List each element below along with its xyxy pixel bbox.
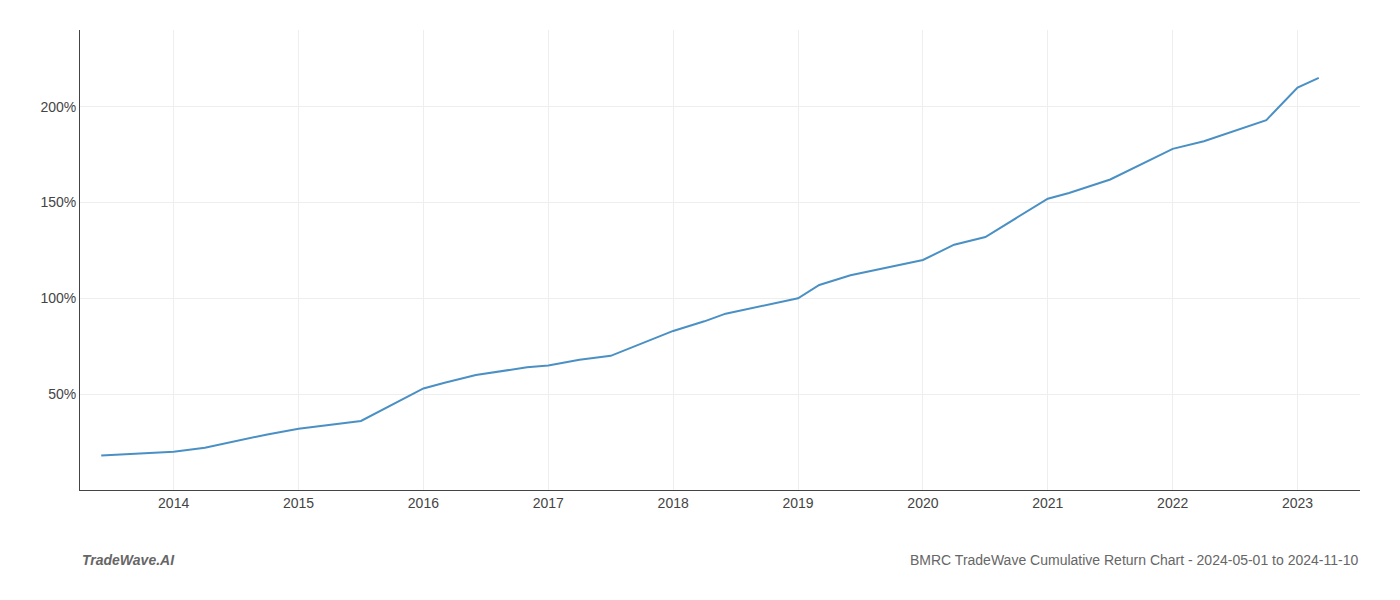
svg-text:2023: 2023 bbox=[1282, 495, 1313, 511]
svg-text:50%: 50% bbox=[48, 386, 76, 402]
svg-text:2018: 2018 bbox=[658, 495, 689, 511]
svg-text:2020: 2020 bbox=[907, 495, 938, 511]
svg-text:2017: 2017 bbox=[533, 495, 564, 511]
svg-text:2022: 2022 bbox=[1157, 495, 1188, 511]
svg-text:2019: 2019 bbox=[782, 495, 813, 511]
svg-text:BMRC TradeWave Cumulative Retu: BMRC TradeWave Cumulative Return Chart -… bbox=[910, 552, 1358, 568]
svg-text:2016: 2016 bbox=[408, 495, 439, 511]
svg-text:2014: 2014 bbox=[158, 495, 189, 511]
svg-text:150%: 150% bbox=[40, 194, 76, 210]
svg-text:2021: 2021 bbox=[1032, 495, 1063, 511]
svg-text:200%: 200% bbox=[40, 99, 76, 115]
svg-text:TradeWave.AI: TradeWave.AI bbox=[82, 552, 175, 568]
svg-text:100%: 100% bbox=[40, 290, 76, 306]
svg-text:2015: 2015 bbox=[283, 495, 314, 511]
